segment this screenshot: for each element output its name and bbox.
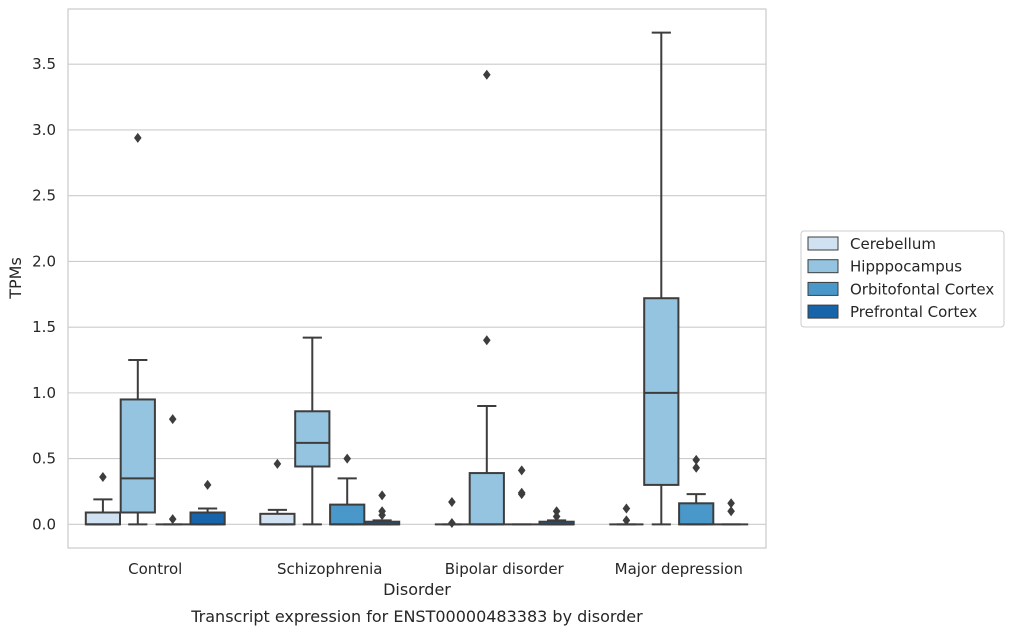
outlier-point: [168, 514, 177, 525]
outlier-point: [134, 132, 142, 143]
outlier-point: [517, 465, 526, 476]
outlier-point: [622, 503, 631, 514]
box-3-3: [713, 498, 749, 526]
box-2-3: [678, 454, 715, 526]
outlier-point: [727, 498, 735, 509]
y-axis-title: TPMs: [6, 257, 25, 300]
box-1-0: [119, 132, 156, 526]
outlier-point: [483, 69, 491, 80]
legend-swatch: [807, 304, 839, 319]
box-3-1: [363, 490, 401, 526]
box-3-0: [189, 479, 226, 526]
box-0-0: [84, 472, 122, 526]
legend-label: Hipppocampus: [850, 258, 962, 276]
box-body: [189, 511, 226, 526]
outlier-point: [448, 496, 456, 507]
outlier-point: [99, 472, 107, 483]
box-body: [329, 503, 366, 526]
legend-label: Prefrontal Cortex: [850, 303, 977, 321]
outlier-point: [552, 511, 561, 522]
plot-frame: [67, 8, 767, 549]
y-tick-label: 2.5: [32, 187, 56, 205]
y-tick-label: 2.0: [32, 252, 56, 270]
outlier-point: [343, 453, 351, 464]
x-axis-title: Disorder: [383, 580, 451, 599]
box-body: [678, 502, 715, 526]
y-tick-label: 3.0: [32, 121, 56, 139]
y-tick-label: 1.5: [32, 318, 56, 336]
outlier-point: [378, 506, 386, 517]
y-tick-label: 3.5: [32, 55, 56, 73]
box-body: [119, 398, 156, 514]
box-0-2: [434, 496, 470, 529]
box-body: [468, 472, 505, 526]
outlier-point: [448, 518, 456, 529]
box-0-1: [259, 458, 296, 526]
outlier-point: [692, 454, 700, 465]
legend-label: Orbitofontal Cortex: [850, 280, 994, 298]
box-2-2: [504, 465, 539, 526]
y-tick-label: 0.5: [32, 450, 56, 468]
outlier-point: [273, 458, 282, 469]
gridlines: [68, 63, 766, 525]
x-tick-label: Major depression: [615, 560, 743, 578]
box-3-2: [538, 506, 575, 526]
legend-label: Cerebellum: [850, 235, 936, 253]
box-body: [294, 410, 331, 468]
box-1-1: [294, 336, 331, 526]
legend-swatch: [807, 236, 839, 251]
box-body: [259, 512, 296, 526]
y-tick-label: 1.0: [32, 384, 56, 402]
x-ticks: Control Schizophrenia Bipolar disorder Majo…: [128, 560, 743, 578]
y-ticks: 0.0 0.5 1.0 1.5 2.0 2.5 3.0 3.5: [32, 55, 56, 533]
legend-frame: [800, 230, 1005, 328]
outlier-point: [203, 479, 212, 490]
box-body: [643, 297, 680, 486]
legend-swatch: [807, 259, 839, 274]
outlier-point: [168, 414, 177, 425]
box-0-3: [609, 503, 644, 526]
y-tick-label: 0.0: [32, 515, 56, 533]
legend-swatch: [807, 281, 839, 296]
box-body: [84, 511, 122, 526]
outlier-point: [517, 487, 526, 498]
x-tick-label: Control: [128, 560, 182, 578]
legend: Cerebellum Hipppocampus Orbitofontal Corte…: [800, 230, 1005, 328]
outlier-point: [622, 515, 631, 526]
boxes: [84, 31, 749, 529]
outlier-point: [552, 506, 561, 517]
outlier-point: [727, 506, 735, 517]
x-tick-label: Schizophrenia: [277, 560, 382, 578]
box-1-3: [643, 31, 680, 526]
outlier-point: [378, 490, 386, 501]
box-1-2: [468, 69, 505, 526]
box-2-1: [329, 453, 366, 526]
chart-caption: Transcript expression for ENST0000048338…: [190, 607, 643, 626]
outlier-point: [692, 462, 700, 473]
x-tick-label: Bipolar disorder: [445, 560, 565, 578]
box-2-0: [155, 414, 190, 526]
outlier-point: [483, 335, 491, 346]
